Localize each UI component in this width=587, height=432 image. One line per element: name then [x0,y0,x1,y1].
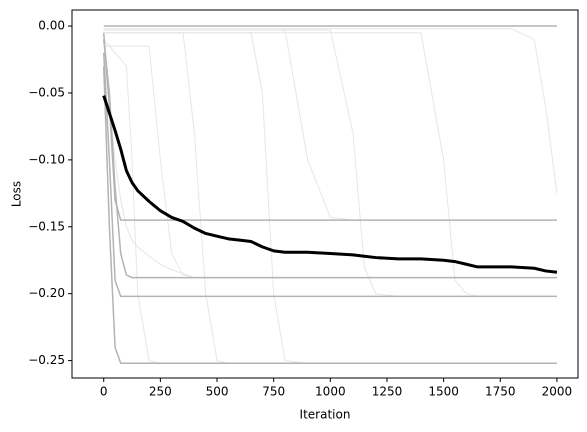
series-line [103,32,557,364]
series-line [103,29,557,221]
x-tick-label: 1000 [315,385,346,399]
x-tick-label: 1500 [428,385,459,399]
x-axis-label: Iteration [300,408,351,422]
series-line [103,32,557,297]
plot-lines [102,25,558,365]
series-line [103,28,558,194]
x-tick-label: 250 [149,385,172,399]
x-tick-label: 500 [206,385,229,399]
y-axis-label: Loss [10,181,24,207]
series-line [102,39,557,279]
x-tick-label: 1250 [372,385,403,399]
y-tick-label: 0.00 [38,19,65,33]
y-tick-label: −0.10 [28,152,65,166]
y-tick-label: −0.05 [28,85,65,99]
series-line [103,45,557,279]
series-line [102,66,557,365]
y-tick-label: −0.20 [28,286,65,300]
series-line [103,39,557,364]
x-tick-label: 750 [262,385,285,399]
series-line [102,95,558,274]
x-tick-label: 0 [100,385,108,399]
plot-frame [71,9,579,379]
y-tick-label: −0.15 [28,219,65,233]
series-line [103,52,557,279]
y-tick-label: −0.25 [28,353,65,367]
x-tick-label: 1750 [485,385,516,399]
series-line [102,52,557,298]
series-line [103,29,557,297]
series-line [103,32,557,364]
series-line [102,32,557,221]
x-tick-label: 2000 [542,385,573,399]
